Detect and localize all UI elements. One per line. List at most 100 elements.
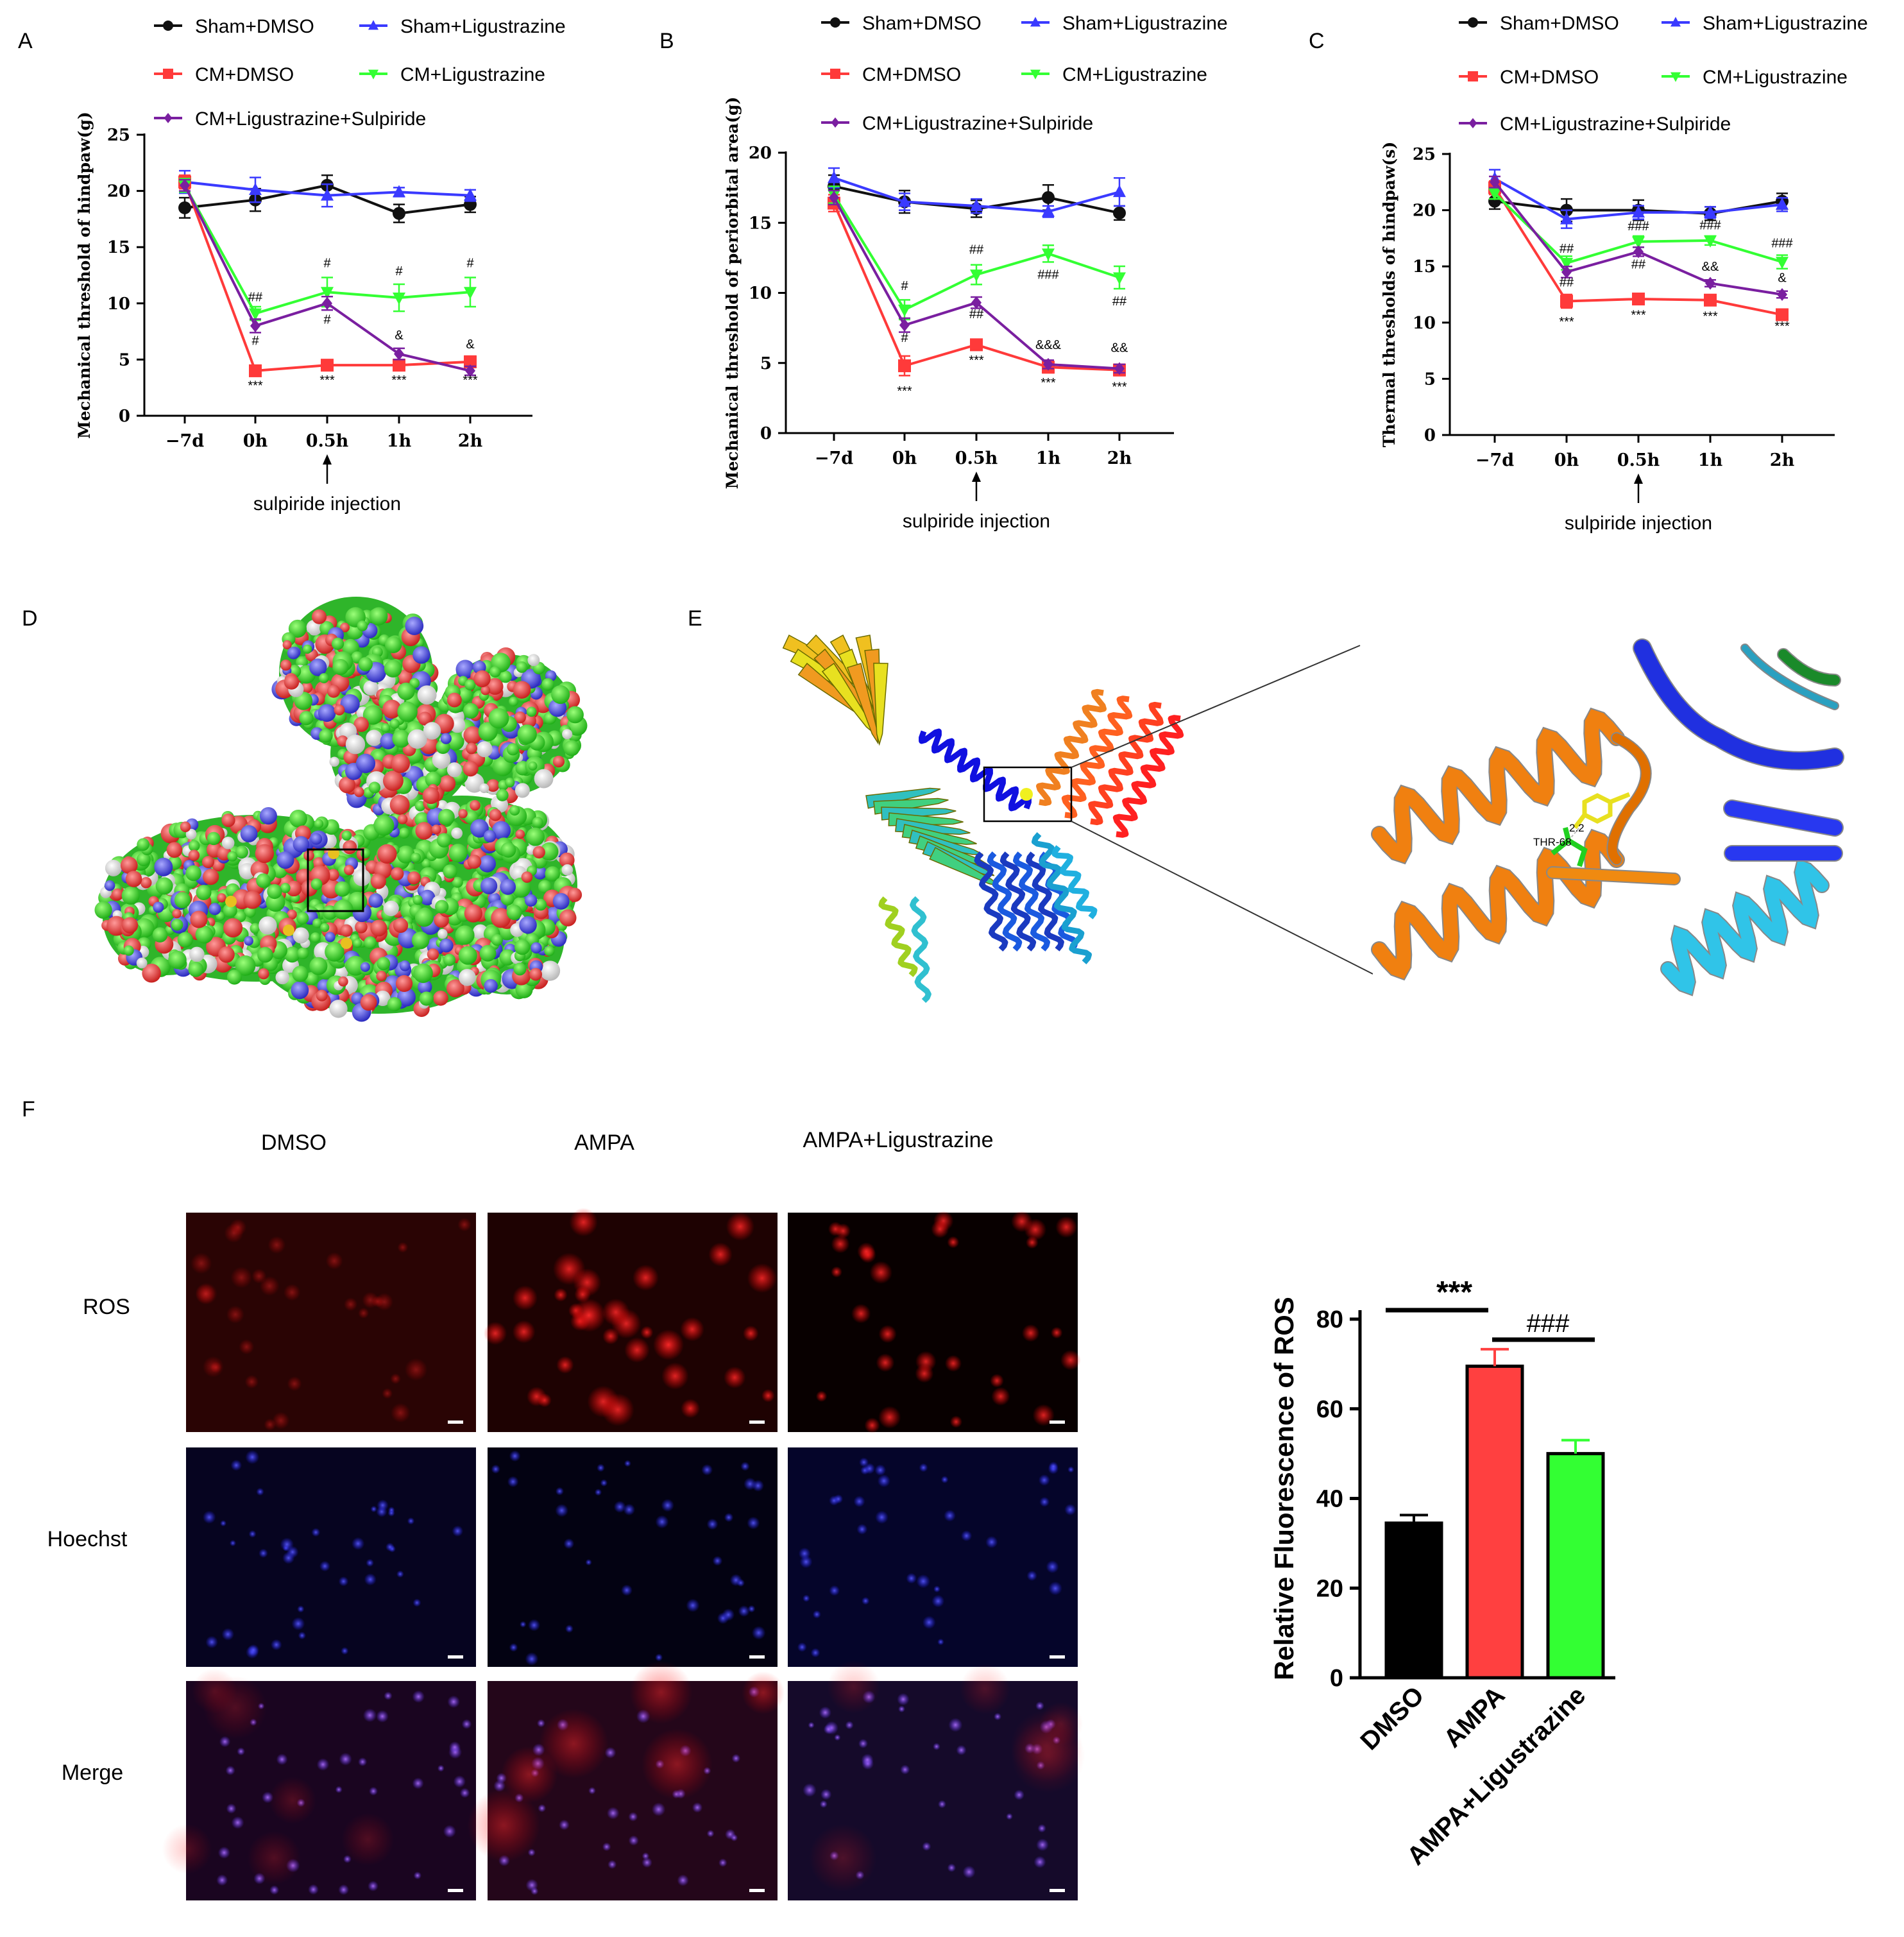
significance-mark: && bbox=[1702, 260, 1719, 274]
significance-mark: *** bbox=[897, 384, 912, 398]
data-point bbox=[1042, 204, 1055, 217]
panel-label-c: C bbox=[1309, 29, 1325, 53]
significance-mark: *** bbox=[1436, 1276, 1472, 1310]
legend-item: CM+DMSO bbox=[1459, 67, 1599, 88]
column-header-ampa-ligustrazine: AMPA+Ligustrazine bbox=[803, 1128, 993, 1152]
legend-label: Sham+DMSO bbox=[862, 13, 982, 34]
y-tick-label: 80 bbox=[1316, 1306, 1343, 1333]
data-point bbox=[321, 188, 334, 201]
data-point bbox=[1560, 257, 1573, 270]
significance-mark: ### bbox=[1037, 268, 1059, 282]
data-point bbox=[1704, 205, 1717, 218]
significance-mark: ## bbox=[1560, 276, 1574, 290]
data-point bbox=[1560, 212, 1573, 225]
legend-label: Sham+Ligustrazine bbox=[1703, 13, 1868, 34]
y-axis-label: Relative Fluorescence of ROS bbox=[1269, 1297, 1299, 1680]
row-label-ros: ROS bbox=[83, 1295, 130, 1319]
micrograph-merge-1 bbox=[467, 1660, 785, 1900]
binding-site-box bbox=[307, 848, 364, 912]
micrograph-merge-0 bbox=[162, 1668, 476, 1900]
y-tick-label: 0 bbox=[119, 407, 130, 426]
row-label-hoechst: Hoechst bbox=[47, 1527, 128, 1551]
significance-mark: ## bbox=[969, 307, 984, 321]
data-point bbox=[393, 207, 405, 220]
legend-marker bbox=[831, 117, 840, 128]
data-point bbox=[970, 338, 983, 352]
panel-d: D bbox=[22, 597, 588, 1022]
data-point bbox=[249, 364, 262, 377]
x-tick-label: AMPA bbox=[1438, 1681, 1510, 1753]
data-point bbox=[1488, 188, 1501, 201]
legend-label: CM+Ligustrazine+Sulpiride bbox=[862, 113, 1093, 134]
data-point bbox=[465, 364, 475, 377]
legend-label: Sham+DMSO bbox=[1500, 13, 1619, 34]
legend-marker bbox=[830, 69, 840, 79]
legend-item: Sham+Ligustrazine bbox=[1662, 13, 1868, 34]
y-tick-label: 15 bbox=[749, 214, 772, 233]
legend-item: Sham+DMSO bbox=[154, 16, 314, 37]
distance-label: 2.2 bbox=[1569, 822, 1585, 834]
panel-label-d: D bbox=[22, 606, 38, 631]
panel-label-f: F bbox=[22, 1097, 35, 1122]
legend-item: CM+DMSO bbox=[154, 64, 294, 85]
legend-item: CM+Ligustrazine+Sulpiride bbox=[821, 113, 1093, 134]
scale-bar bbox=[448, 1655, 463, 1659]
data-point bbox=[178, 201, 191, 214]
injection-label: sulpiride injection bbox=[253, 493, 401, 515]
data-point bbox=[1633, 245, 1644, 259]
significance-mark: & bbox=[466, 337, 475, 352]
zoom-detail-image bbox=[1371, 638, 1844, 996]
x-tick-label: 0.5h bbox=[1617, 450, 1660, 470]
data-point bbox=[971, 296, 982, 309]
data-point bbox=[898, 359, 911, 373]
injection-label: sulpiride injection bbox=[903, 511, 1050, 532]
significance-mark: *** bbox=[319, 373, 335, 388]
legend-marker bbox=[1468, 17, 1478, 28]
x-tick-label: 1h bbox=[387, 431, 412, 451]
series-cm-ligustrazine-sulpiride bbox=[179, 178, 476, 377]
legend-marker bbox=[1670, 72, 1681, 82]
significance-mark: ## bbox=[248, 290, 263, 304]
significance-mark: ### bbox=[1628, 219, 1649, 234]
row-label-merge: Merge bbox=[62, 1761, 123, 1785]
data-point bbox=[1043, 357, 1053, 371]
legend-label: Sham+Ligustrazine bbox=[400, 16, 566, 37]
data-point bbox=[1632, 236, 1645, 249]
scale-bar bbox=[1050, 1655, 1065, 1659]
data-point bbox=[1777, 288, 1787, 301]
x-tick-label: DMSO bbox=[1355, 1681, 1429, 1755]
legend-marker bbox=[1670, 17, 1681, 27]
significance-mark: ## bbox=[1560, 242, 1574, 256]
data-point bbox=[1776, 257, 1789, 269]
y-tick-label: 15 bbox=[1413, 257, 1436, 277]
residue-label: THR-68 bbox=[1533, 836, 1572, 848]
data-point bbox=[249, 182, 262, 195]
data-point bbox=[394, 347, 404, 361]
series-cm-ligustrazine bbox=[178, 178, 477, 321]
data-point bbox=[321, 359, 334, 372]
legend-marker bbox=[164, 113, 173, 123]
micrograph-hoechst-0 bbox=[186, 1447, 476, 1667]
significance-mark: &&& bbox=[1035, 338, 1062, 352]
scale-bar bbox=[749, 1421, 765, 1424]
data-point bbox=[322, 296, 332, 310]
significance-mark: *** bbox=[1631, 309, 1646, 323]
data-point bbox=[1776, 308, 1789, 321]
data-point bbox=[393, 185, 405, 198]
scale-bar bbox=[749, 1889, 765, 1892]
data-point bbox=[970, 199, 983, 212]
significance-mark: # bbox=[901, 279, 908, 293]
panel-label-b: B bbox=[659, 29, 674, 53]
panel-label-a: A bbox=[18, 29, 33, 53]
legend-label: Sham+DMSO bbox=[195, 16, 314, 37]
x-tick-label: −7d bbox=[1475, 450, 1514, 470]
legend-item: Sham+DMSO bbox=[821, 13, 982, 34]
significance-mark: *** bbox=[463, 373, 478, 388]
significance-mark: # bbox=[323, 312, 331, 327]
y-tick-label: 40 bbox=[1316, 1486, 1343, 1513]
legend-item: CM+Ligustrazine bbox=[359, 64, 545, 85]
series-cm-ligustrazine-sulpiride bbox=[1489, 175, 1788, 301]
panel-label-e: E bbox=[688, 606, 702, 631]
y-tick-label: 20 bbox=[107, 182, 130, 201]
significance-mark: *** bbox=[1774, 320, 1790, 334]
